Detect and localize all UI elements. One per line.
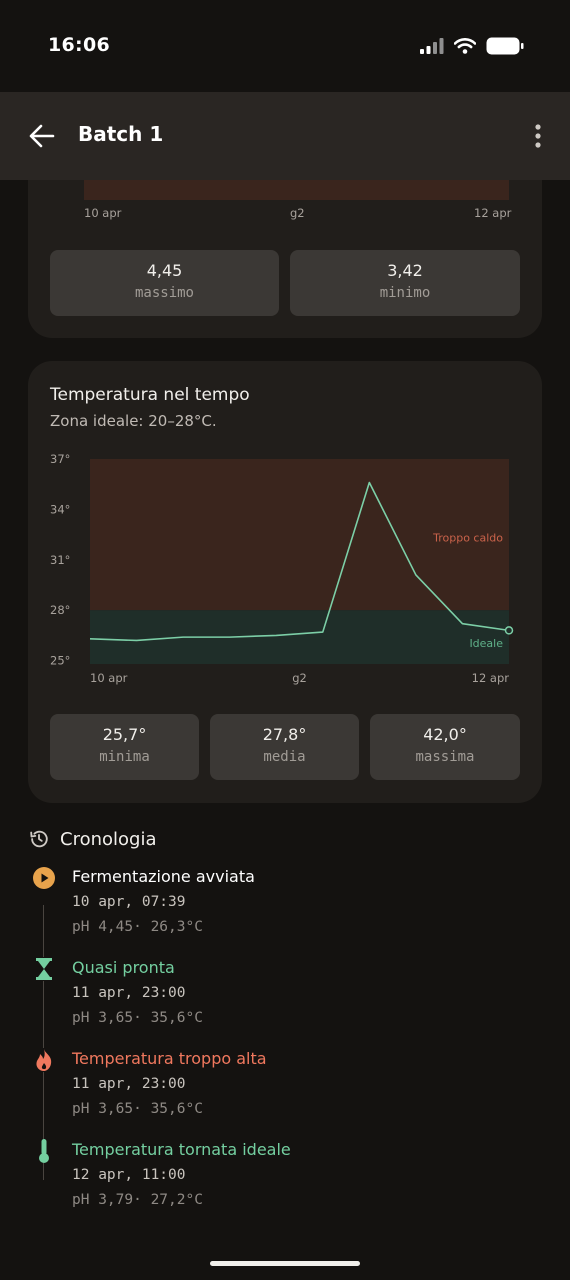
ph-card: 10 apr g2 12 apr 4,45 massimo 3,42 minim… — [28, 150, 542, 338]
status-icons — [420, 36, 524, 56]
timeline-item-back-ideal: Temperatura tornata ideale 12 apr, 11:00… — [28, 1137, 528, 1223]
more-options-button[interactable] — [526, 116, 550, 156]
timeline-item-too-hot: Temperatura troppo alta 11 apr, 23:00 pH… — [28, 1046, 528, 1132]
chart-x-tick: g2 — [292, 671, 307, 685]
more-vertical-icon — [535, 124, 541, 148]
arrow-back-icon — [29, 124, 55, 148]
chart-y-tick: 37° — [50, 452, 70, 466]
chart-zone-1 — [90, 610, 509, 664]
timeline-item-title: Temperatura tornata ideale — [72, 1140, 291, 1159]
temp-mean-stat: 27,8° media — [210, 714, 359, 780]
ph-x-tick-start: 10 apr — [84, 206, 122, 220]
status-bar: 16:06 — [0, 0, 570, 92]
chart-x-tick: 10 apr — [90, 671, 128, 685]
timeline-item-detail: pH 3,79· 27,2°C — [72, 1192, 203, 1208]
wifi-icon — [454, 38, 476, 54]
stat-label: massimo — [134, 285, 194, 301]
chart-y-tick: 25° — [50, 654, 70, 668]
temp-max-stat: 42,0° massima — [370, 714, 520, 780]
ph-chart-zone — [84, 180, 509, 200]
chart-zone-0 — [90, 459, 509, 611]
status-time: 16:06 — [48, 34, 110, 56]
ph-x-tick-end: 12 apr — [474, 206, 512, 220]
chart-y-tick: 34° — [50, 502, 70, 516]
timeline-item-date: 10 apr, 07:39 — [72, 894, 186, 910]
stat-label: minima — [99, 749, 150, 765]
thermometer-icon — [32, 1139, 56, 1163]
signal-icon — [420, 38, 444, 54]
timeline-item-started: Fermentazione avviata 10 apr, 07:39 pH 4… — [28, 864, 528, 950]
stat-label: media — [263, 749, 306, 765]
stat-label: massima — [415, 749, 475, 765]
timeline-item-almost-ready: Quasi pronta 11 apr, 23:00 pH 3,65· 35,6… — [28, 955, 528, 1041]
stat-value: 27,8° — [262, 725, 307, 744]
timeline-item-title: Fermentazione avviata — [72, 867, 255, 886]
temperature-series-line — [89, 481, 510, 642]
battery-icon — [486, 37, 524, 55]
zone-label-ideal: Ideale — [469, 637, 503, 650]
temperature-card-subtitle: Zona ideale: 20–28°C. — [50, 412, 217, 430]
temperature-card: Temperatura nel tempo Zona ideale: 20–28… — [28, 361, 542, 803]
timeline-item-date: 11 apr, 23:00 — [72, 1076, 186, 1092]
history-icon — [30, 830, 48, 848]
home-indicator[interactable] — [210, 1261, 360, 1266]
timeline-item-detail: pH 3,65· 35,6°C — [72, 1010, 203, 1026]
zone-label-too-hot: Troppo caldo — [432, 531, 503, 544]
temperature-card-title: Temperatura nel tempo — [50, 385, 250, 405]
ph-max-stat: 4,45 massimo — [50, 250, 279, 316]
stat-value: 25,7° — [102, 725, 147, 744]
play-icon — [32, 866, 56, 890]
ph-min-stat: 3,42 minimo — [290, 250, 520, 316]
stat-value: 3,42 — [387, 261, 423, 280]
app-bar: Batch 1 — [0, 92, 570, 180]
timeline-line — [43, 905, 44, 1180]
timeline-item-detail: pH 3,65· 35,6°C — [72, 1101, 203, 1117]
hourglass-icon — [32, 957, 56, 981]
timeline-item-detail: pH 4,45· 26,3°C — [72, 919, 203, 935]
stat-value: 4,45 — [146, 261, 183, 280]
timeline-item-date: 12 apr, 11:00 — [72, 1167, 186, 1183]
page-title: Batch 1 — [78, 122, 164, 146]
timeline-item-date: 11 apr, 23:00 — [72, 985, 186, 1001]
temp-min-stat: 25,7° minima — [50, 714, 199, 780]
chart-x-tick: 12 apr — [472, 671, 510, 685]
stat-label: minimo — [379, 285, 431, 301]
timeline-item-title: Quasi pronta — [72, 958, 175, 977]
history-title: Cronologia — [60, 828, 157, 850]
last-point-marker — [504, 626, 514, 635]
history-header: Cronologia — [28, 826, 156, 852]
chart-y-tick: 28° — [50, 603, 70, 617]
temperature-chart: Troppo caldo Ideale 37° 34° 31° 28° 25° 10 apr g… — [50, 452, 514, 685]
timeline-item-title: Temperatura troppo alta — [72, 1049, 267, 1068]
flame-icon — [32, 1048, 56, 1072]
stat-value: 42,0° — [423, 725, 467, 744]
back-button[interactable] — [22, 116, 62, 156]
ph-x-tick-mid: g2 — [290, 206, 305, 220]
chart-y-tick: 31° — [50, 553, 70, 567]
